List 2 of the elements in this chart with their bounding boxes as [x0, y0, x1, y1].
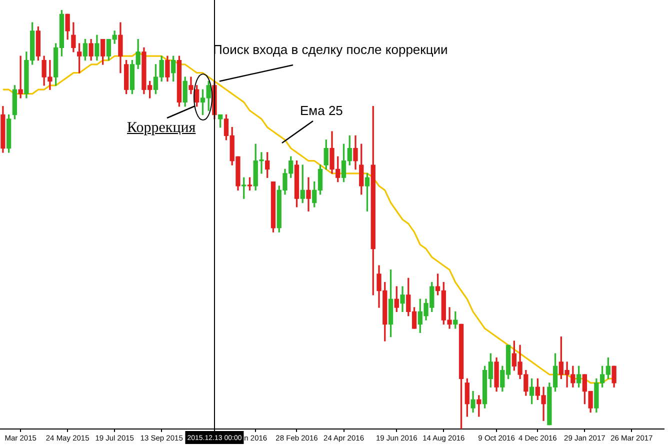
- annotation: Коррекция: [127, 120, 196, 137]
- text: Ема 25: [300, 103, 343, 118]
